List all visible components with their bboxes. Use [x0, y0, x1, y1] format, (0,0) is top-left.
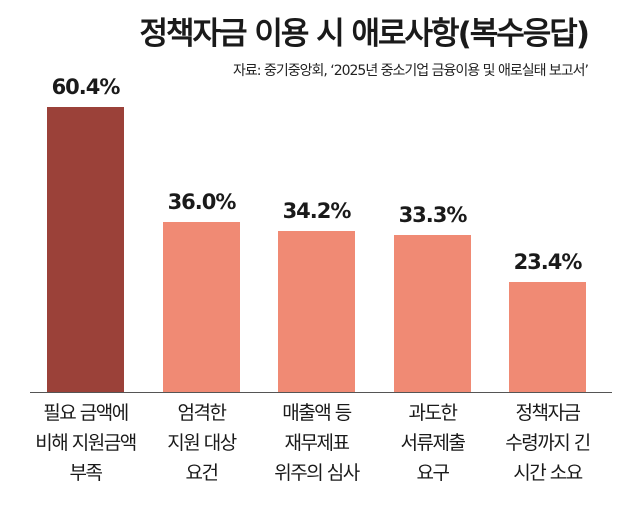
- x-axis-baseline: [30, 392, 612, 393]
- bar-4: [394, 235, 471, 392]
- bar-2: [163, 222, 240, 392]
- value-label: 23.4%: [513, 250, 583, 274]
- category-label: 매출액 등 재무제표 위주의 심사: [274, 402, 360, 484]
- value-label: 36.0%: [167, 190, 237, 214]
- bar-1: [47, 107, 124, 392]
- value-label: 34.2%: [282, 199, 352, 223]
- category-label: 엄격한 지원 대상 요건: [167, 402, 237, 484]
- bar-5: [509, 282, 586, 392]
- chart-title: 정책자금 이용 시 애로사항(복수응답): [139, 16, 590, 52]
- category-label: 과도한 서류제출 요구: [400, 402, 466, 484]
- value-label: 33.3%: [398, 203, 468, 227]
- value-label: 60.4%: [51, 75, 121, 99]
- chart-source: 자료: 중기중앙회, ‘2025년 중소기업 금융이용 및 애로실태 보고서’: [233, 63, 589, 79]
- category-label: 필요 금액에 비해 지원금액 부족: [35, 402, 137, 484]
- category-label: 정책자금 수령까지 긴 시간 소요: [505, 402, 591, 484]
- bar-3: [278, 231, 355, 392]
